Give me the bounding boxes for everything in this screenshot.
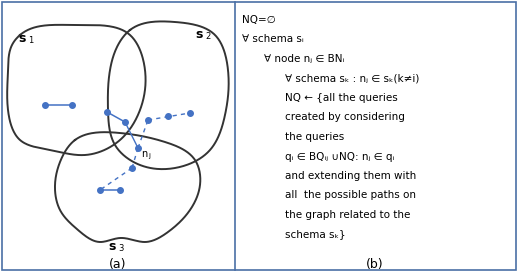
- Text: NQ=∅: NQ=∅: [242, 15, 276, 25]
- Text: s: s: [108, 240, 116, 253]
- Text: s: s: [18, 32, 25, 45]
- Text: 1: 1: [28, 36, 33, 45]
- Text: all  the possible paths on: all the possible paths on: [285, 190, 416, 200]
- Text: ∀ schema sₖ : nⱼ ∈ sₖ(k≠i): ∀ schema sₖ : nⱼ ∈ sₖ(k≠i): [285, 73, 420, 84]
- Text: n: n: [141, 149, 147, 159]
- Text: j: j: [148, 153, 150, 159]
- Text: created by considering: created by considering: [285, 113, 405, 122]
- Text: the graph related to the: the graph related to the: [285, 210, 411, 220]
- Text: qᵢ ∈ BQᵢⱼ ∪NQ: nⱼ ∈ qᵢ: qᵢ ∈ BQᵢⱼ ∪NQ: nⱼ ∈ qᵢ: [285, 152, 395, 162]
- Text: ∀ schema sᵢ: ∀ schema sᵢ: [242, 35, 304, 45]
- Text: (a): (a): [109, 258, 127, 271]
- Text: and extending them with: and extending them with: [285, 171, 416, 181]
- Text: 2: 2: [205, 32, 210, 41]
- Text: 3: 3: [118, 244, 123, 253]
- Text: the queries: the queries: [285, 132, 344, 142]
- Text: s: s: [195, 28, 203, 41]
- Text: NQ ← {all the queries: NQ ← {all the queries: [285, 93, 398, 103]
- Text: ∀ node nⱼ ∈ BNᵢ: ∀ node nⱼ ∈ BNᵢ: [264, 54, 344, 64]
- Text: schema sₖ}: schema sₖ}: [285, 230, 346, 240]
- Text: (b): (b): [366, 258, 384, 271]
